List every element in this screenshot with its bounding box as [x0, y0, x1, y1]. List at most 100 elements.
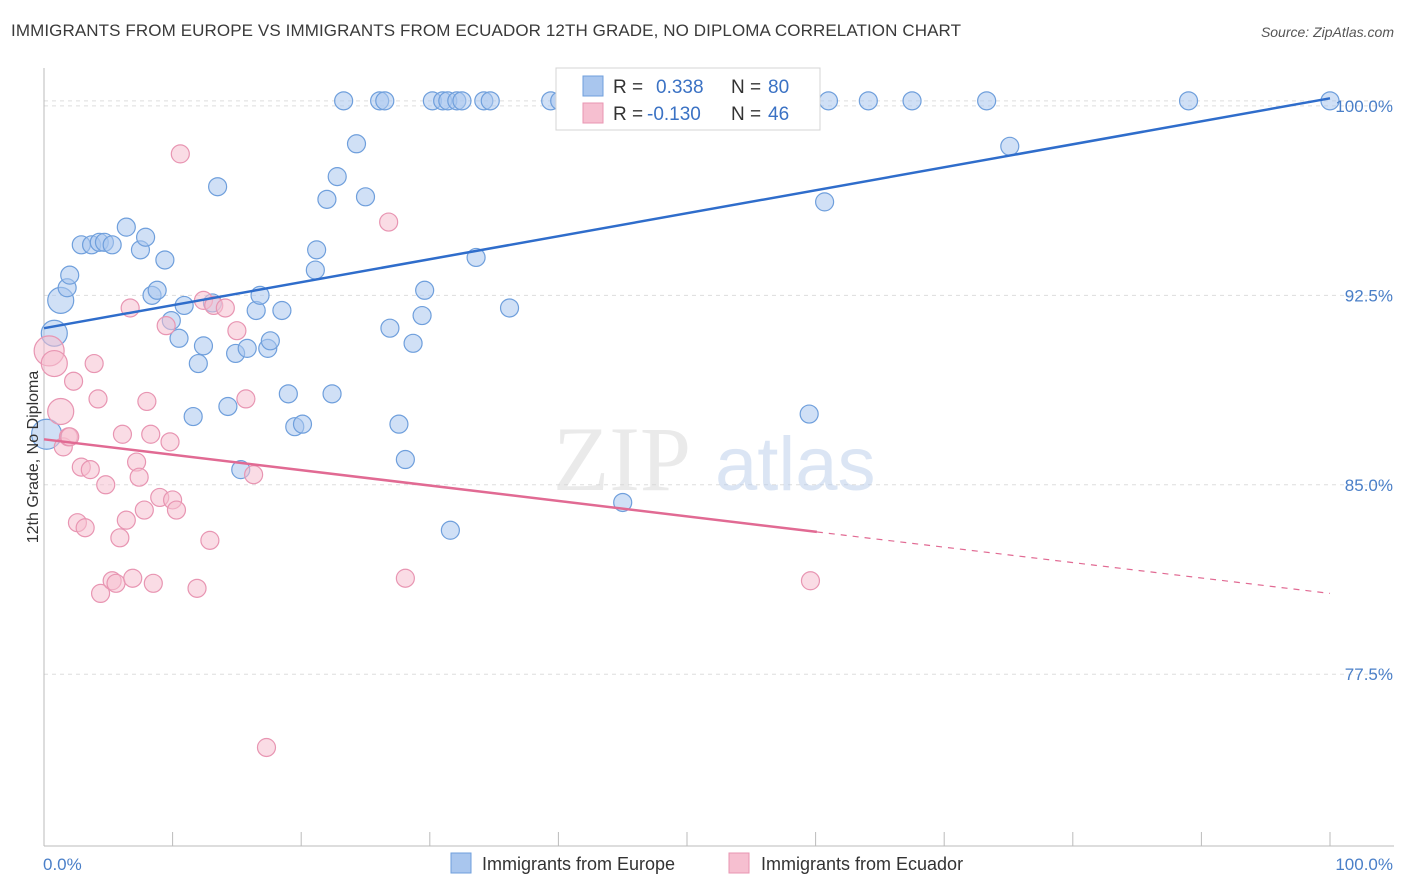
europe-point: [389, 414, 409, 434]
europe-trend-line: [43, 97, 1331, 330]
source-note: Source: ZipAtlas.com: [1260, 24, 1394, 40]
europe-point: [375, 91, 395, 111]
europe-legend-swatch: [582, 75, 604, 97]
ecuador-point: [137, 391, 157, 412]
ecuador-point: [800, 571, 821, 591]
europe-point: [116, 217, 136, 237]
y-tick-label: 77.5%: [1345, 665, 1393, 684]
ecuador-point: [96, 475, 116, 495]
ecuador-point: [244, 465, 264, 485]
ecuador-point: [379, 212, 399, 232]
ecuador-series: [33, 144, 821, 758]
europe-point: [334, 91, 354, 111]
europe-series: [30, 91, 1340, 540]
europe-point: [818, 91, 839, 111]
legend-ecuador-label: Immigrants from Ecuador: [761, 854, 963, 874]
ecuador-r-label: R =: [613, 104, 643, 125]
europe-point: [60, 265, 80, 285]
europe-point: [135, 227, 156, 247]
europe-point: [480, 91, 500, 111]
ecuador-point: [215, 298, 235, 318]
watermark-atlas: atlas: [715, 422, 876, 507]
legend-europe-swatch: [450, 852, 472, 874]
europe-point: [452, 91, 472, 111]
europe-point: [322, 384, 342, 404]
ecuador-point: [166, 500, 187, 520]
europe-point: [858, 91, 878, 111]
europe-point: [183, 406, 203, 427]
europe-point: [355, 187, 376, 207]
ecuador-point: [88, 389, 108, 409]
europe-point: [208, 177, 228, 197]
ecuador-point: [187, 578, 207, 598]
europe-point: [155, 250, 175, 270]
europe-point: [403, 333, 423, 353]
stats-legend: R = 0.338 N = 80 R = -0.130 N = 46: [555, 67, 821, 131]
europe-point: [292, 414, 313, 434]
europe-point: [1178, 91, 1199, 111]
europe-point: [1000, 136, 1020, 156]
europe-point: [977, 91, 997, 111]
series-legend: Immigrants from Europe Immigrants from E…: [450, 852, 963, 874]
europe-point: [380, 318, 400, 338]
ecuador-point: [116, 510, 136, 530]
europe-point: [307, 240, 327, 260]
europe-point: [169, 328, 189, 348]
europe-point: [440, 520, 460, 540]
europe-point: [815, 192, 835, 212]
europe-point: [272, 300, 292, 321]
ecuador-point: [256, 737, 277, 758]
europe-n-label: N =: [731, 77, 761, 98]
ecuador-point: [236, 389, 256, 409]
ecuador-point: [123, 568, 143, 588]
ecuador-point: [141, 424, 161, 444]
europe-point: [415, 280, 435, 300]
y-tick-labels: 77.5% 85.0% 92.5% 100.0%: [1335, 97, 1393, 684]
ecuador-point: [156, 316, 176, 336]
chart-title: IMMIGRANTS FROM EUROPE VS IMMIGRANTS FRO…: [11, 21, 962, 40]
y-tick-label: 85.0%: [1345, 476, 1393, 495]
legend-europe-label: Immigrants from Europe: [482, 854, 675, 874]
x-tick-label-max: 100.0%: [1335, 855, 1393, 874]
europe-point: [305, 260, 325, 280]
y-tick-label: 100.0%: [1335, 97, 1393, 116]
europe-point: [799, 404, 819, 424]
europe-point: [237, 338, 257, 358]
y-axis-label: 12th Grade, No Diploma: [25, 371, 42, 544]
ecuador-point: [134, 500, 154, 520]
ecuador-point: [106, 573, 126, 593]
europe-n-value: 80: [768, 77, 789, 98]
ecuador-point: [395, 568, 415, 588]
europe-r-value: 0.338: [656, 77, 704, 98]
ecuador-point: [110, 528, 130, 548]
ecuador-point: [80, 460, 100, 480]
europe-point: [193, 336, 214, 356]
europe-point: [317, 189, 337, 209]
watermark: ZIP atlas: [553, 408, 876, 510]
ecuador-r-value: -0.130: [647, 104, 701, 125]
ecuador-n-value: 46: [768, 104, 789, 125]
ecuador-point: [47, 397, 75, 426]
europe-point: [278, 384, 298, 404]
ecuador-point: [227, 321, 247, 341]
x-tick-label-min: 0.0%: [43, 855, 82, 874]
trend-lines: [43, 97, 1331, 594]
europe-r-label: R =: [613, 77, 643, 98]
x-axis-ticks: [43, 832, 1331, 846]
ecuador-point: [84, 353, 104, 374]
europe-point: [327, 167, 347, 187]
europe-point: [188, 353, 208, 374]
legend-ecuador-swatch: [728, 852, 750, 874]
ecuador-point: [112, 424, 133, 444]
europe-point: [218, 396, 238, 417]
europe-point: [102, 235, 122, 255]
ecuador-point: [170, 144, 190, 164]
europe-point: [395, 449, 415, 470]
europe-point: [412, 305, 432, 326]
ecuador-point: [129, 467, 149, 487]
ecuador-n-label: N =: [731, 104, 761, 125]
ecuador-point: [90, 583, 111, 604]
ecuador-legend-swatch: [582, 102, 604, 124]
europe-point: [346, 134, 367, 154]
